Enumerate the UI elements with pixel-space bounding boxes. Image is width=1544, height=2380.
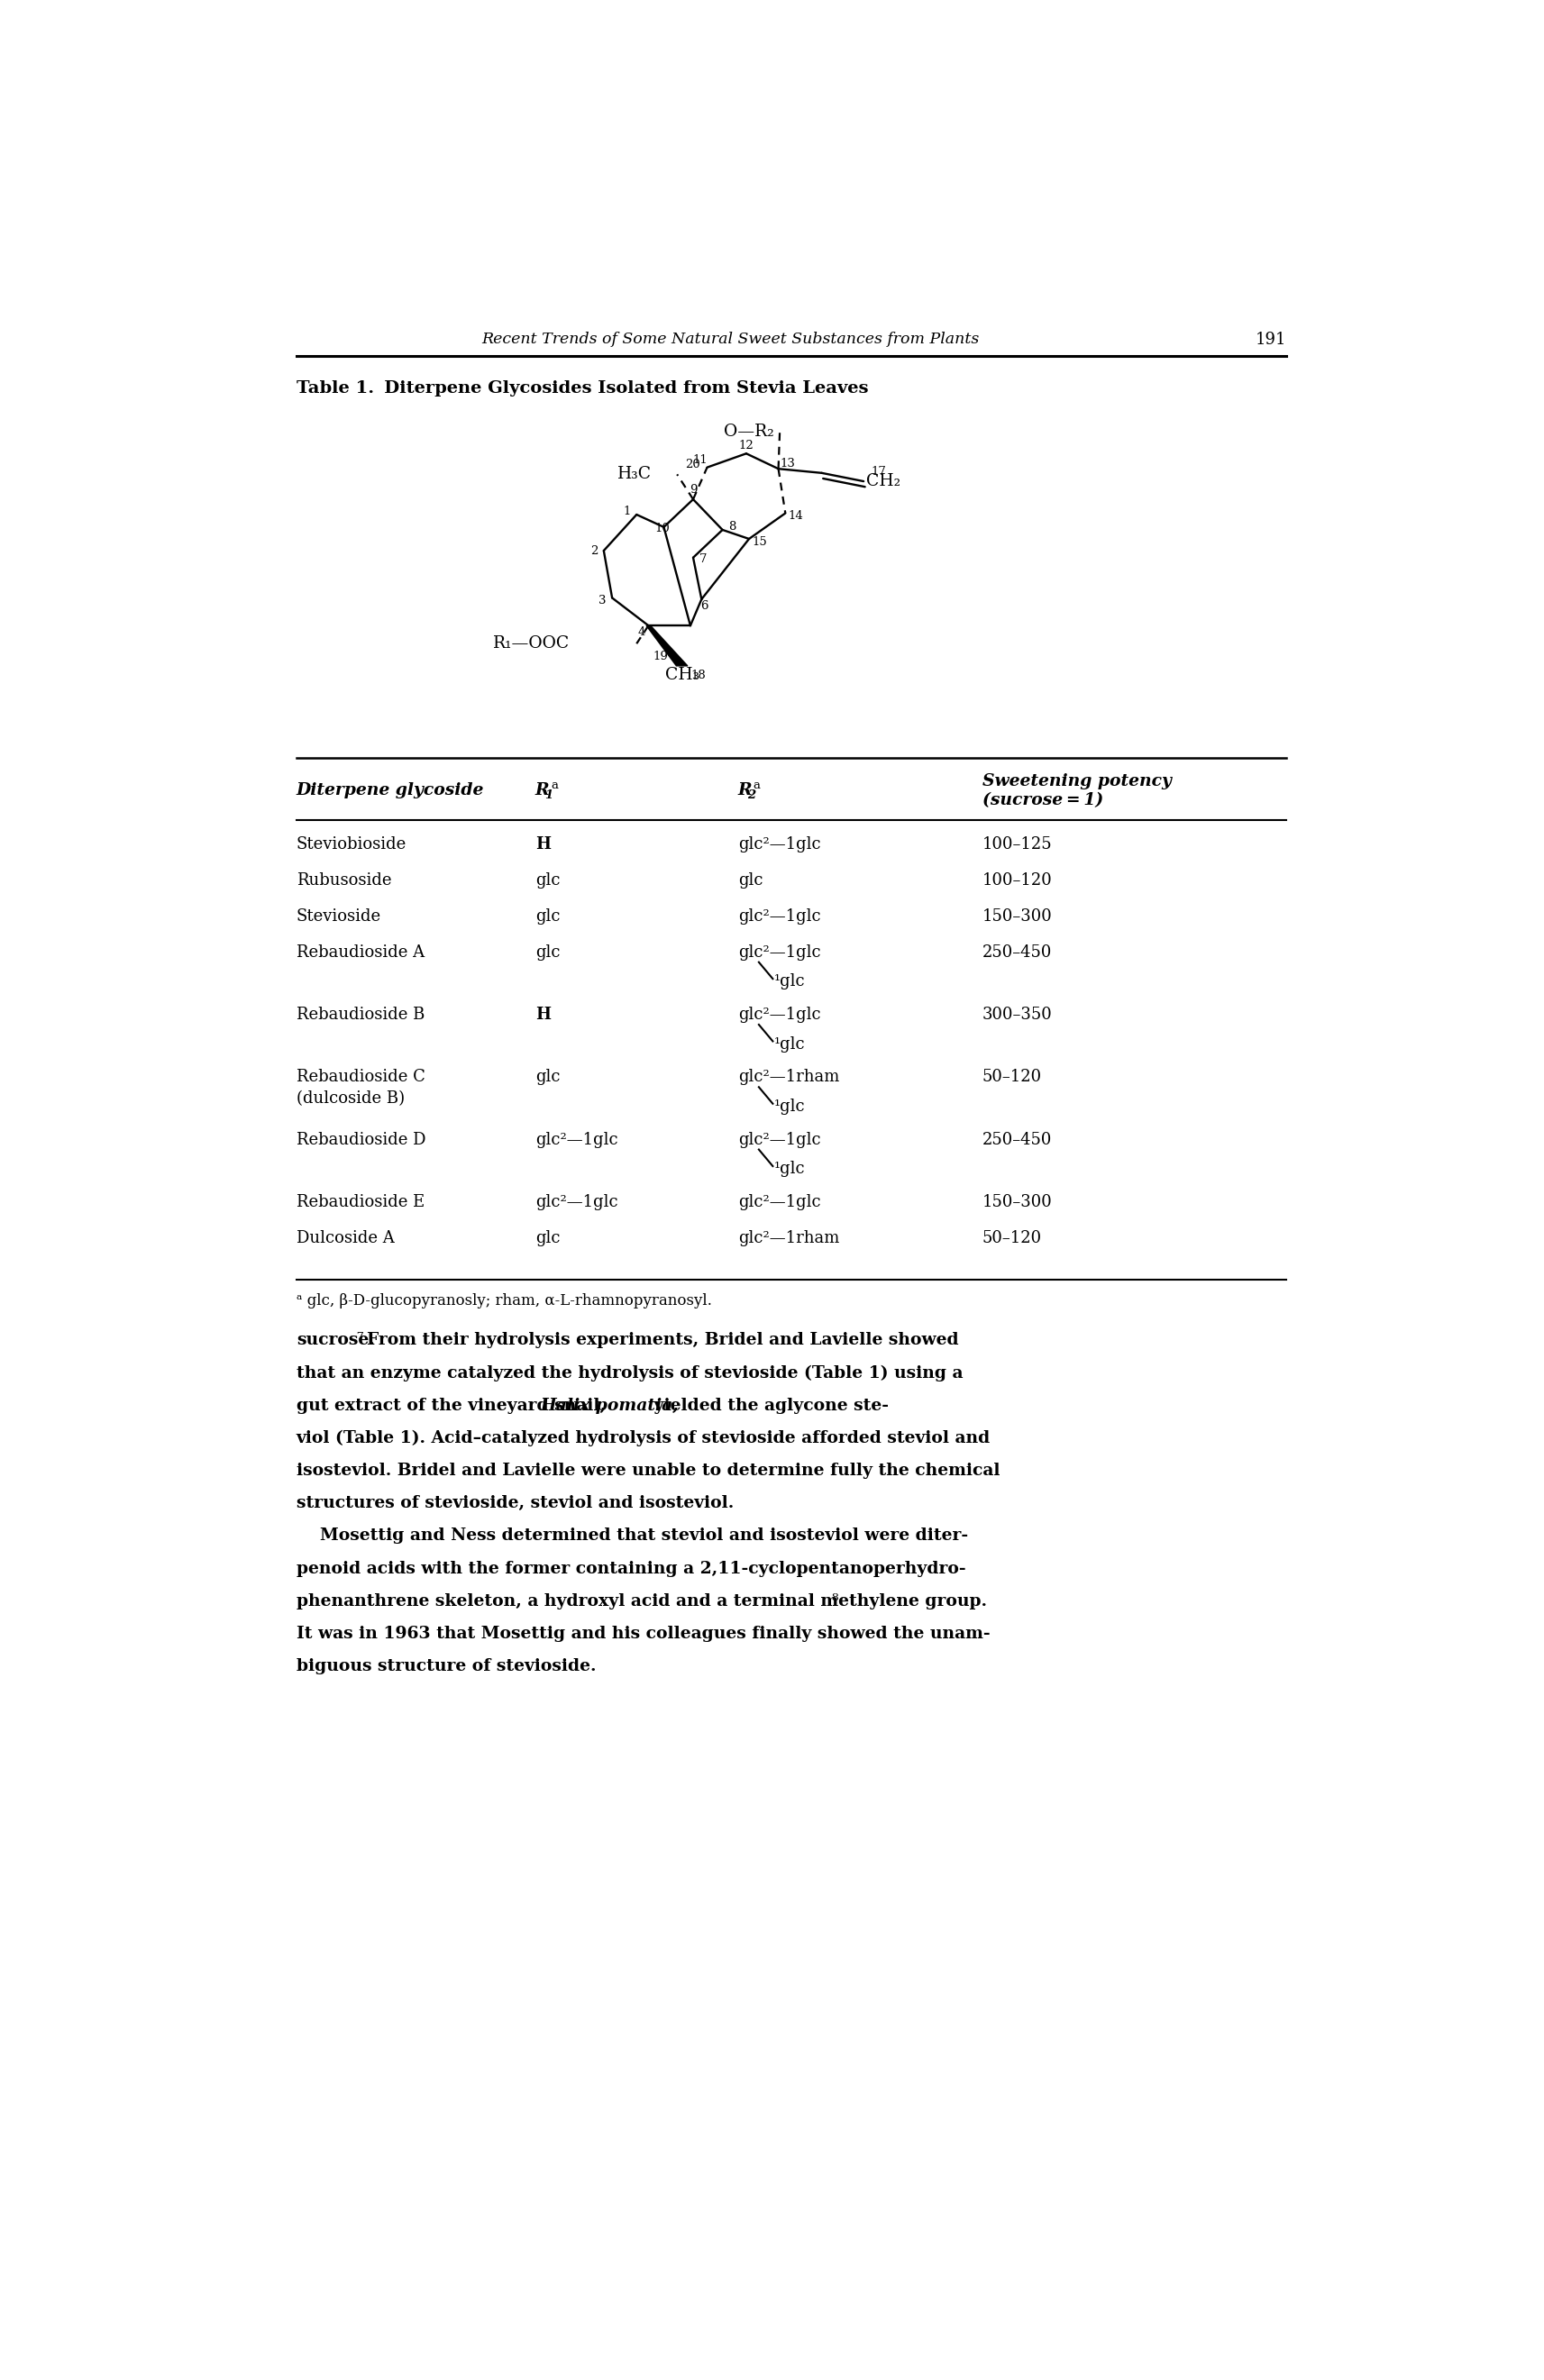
Text: 150–300: 150–300 xyxy=(982,909,1053,923)
Text: biguous structure of stevioside.: biguous structure of stevioside. xyxy=(296,1659,596,1676)
Text: 7: 7 xyxy=(699,552,707,564)
Text: CH₃: CH₃ xyxy=(665,666,699,683)
Text: glc²—1glc: glc²—1glc xyxy=(738,835,820,852)
Text: (sucrose = 1): (sucrose = 1) xyxy=(982,793,1104,809)
Text: (dulcoside B): (dulcoside B) xyxy=(296,1090,405,1107)
Text: 10: 10 xyxy=(655,524,670,536)
Text: glc: glc xyxy=(738,871,763,888)
Text: R₁—OOC: R₁—OOC xyxy=(494,635,570,652)
Text: H: H xyxy=(536,1007,551,1023)
Text: 17: 17 xyxy=(871,466,886,478)
Text: ⁷: ⁷ xyxy=(357,1333,369,1349)
Text: 100–120: 100–120 xyxy=(982,871,1053,888)
Text: structures of stevioside, steviol and isosteviol.: structures of stevioside, steviol and is… xyxy=(296,1495,733,1511)
Text: 1: 1 xyxy=(545,790,553,800)
Text: 4: 4 xyxy=(638,626,645,638)
Text: a: a xyxy=(753,778,761,790)
Text: Rebaudioside C: Rebaudioside C xyxy=(296,1069,425,1085)
Text: ᵃ glc, β-D-glucopyranosly; rham, α-L-rhamnopyranosyl.: ᵃ glc, β-D-glucopyranosly; rham, α-L-rha… xyxy=(296,1292,712,1309)
Text: 1: 1 xyxy=(624,507,630,519)
Text: 250–450: 250–450 xyxy=(982,1130,1051,1147)
Text: 100–125: 100–125 xyxy=(982,835,1053,852)
Text: CH₂: CH₂ xyxy=(866,474,900,490)
Text: ¹glc: ¹glc xyxy=(774,1100,806,1114)
Text: 20: 20 xyxy=(686,459,699,471)
Text: yielded the aglycone ste-: yielded the aglycone ste- xyxy=(648,1397,889,1414)
Text: glc: glc xyxy=(536,1069,560,1085)
Text: ¹glc: ¹glc xyxy=(774,1161,806,1178)
Text: 150–300: 150–300 xyxy=(982,1195,1053,1211)
Text: 250–450: 250–450 xyxy=(982,945,1051,962)
Text: 2: 2 xyxy=(747,790,755,800)
Text: 300–350: 300–350 xyxy=(982,1007,1053,1023)
Text: Steviobioside: Steviobioside xyxy=(296,835,406,852)
Text: Recent Trends of Some Natural Sweet Substances from Plants: Recent Trends of Some Natural Sweet Subs… xyxy=(482,333,980,347)
Text: 50–120: 50–120 xyxy=(982,1230,1042,1247)
Text: Rubusoside: Rubusoside xyxy=(296,871,392,888)
Text: 8: 8 xyxy=(729,521,736,533)
Text: Rebaudioside E: Rebaudioside E xyxy=(296,1195,425,1211)
Text: It was in 1963 that Mosettig and his colleagues finally showed the unam-: It was in 1963 that Mosettig and his col… xyxy=(296,1626,990,1642)
Text: Halix pomatia,: Halix pomatia, xyxy=(540,1397,679,1414)
Text: Sweetening potency: Sweetening potency xyxy=(982,774,1172,790)
Text: glc²—1rham: glc²—1rham xyxy=(738,1069,838,1085)
Text: phenanthrene skeleton, a hydroxyl acid and a terminal methylene group.: phenanthrene skeleton, a hydroxyl acid a… xyxy=(296,1592,987,1609)
Text: 12: 12 xyxy=(738,440,753,452)
Text: From their hydrolysis experiments, Bridel and Lavielle showed: From their hydrolysis experiments, Bride… xyxy=(366,1333,959,1349)
Text: 9: 9 xyxy=(689,483,696,495)
Text: R: R xyxy=(536,783,550,800)
Text: O—R₂: O—R₂ xyxy=(724,424,774,440)
Text: glc: glc xyxy=(536,909,560,923)
Text: R: R xyxy=(738,783,752,800)
Text: Diterpene glycoside: Diterpene glycoside xyxy=(296,783,485,800)
Text: Rebaudioside D: Rebaudioside D xyxy=(296,1130,426,1147)
Text: glc: glc xyxy=(536,945,560,962)
Text: 3: 3 xyxy=(599,595,607,607)
Text: 50–120: 50–120 xyxy=(982,1069,1042,1085)
Text: 191: 191 xyxy=(1255,331,1286,347)
Text: Diterpene Glycosides Isolated from Stevia Leaves: Diterpene Glycosides Isolated from Stevi… xyxy=(366,381,869,397)
Text: penoid acids with the former containing a 2,11-cyclopentanoperhydro-: penoid acids with the former containing … xyxy=(296,1561,965,1576)
Text: a: a xyxy=(551,778,557,790)
Text: 15: 15 xyxy=(752,536,767,547)
Text: glc²—1glc: glc²—1glc xyxy=(536,1130,618,1147)
Text: glc²—1glc: glc²—1glc xyxy=(536,1195,618,1211)
Text: 19: 19 xyxy=(653,650,669,662)
Text: isosteviol. Bridel and Lavielle were unable to determine fully the chemical: isosteviol. Bridel and Lavielle were una… xyxy=(296,1464,1001,1478)
Text: sucrose.: sucrose. xyxy=(296,1333,375,1349)
Text: glc²—1glc: glc²—1glc xyxy=(738,1130,820,1147)
Text: ¹glc: ¹glc xyxy=(774,1035,806,1052)
Text: ⁸: ⁸ xyxy=(832,1592,838,1609)
Text: Stevioside: Stevioside xyxy=(296,909,381,923)
Text: 14: 14 xyxy=(789,509,803,521)
Text: Mosettig and Ness determined that steviol and isosteviol were diter-: Mosettig and Ness determined that stevio… xyxy=(296,1528,968,1545)
Text: 18: 18 xyxy=(692,669,706,681)
Text: glc²—1glc: glc²—1glc xyxy=(738,1195,820,1211)
Text: that an enzyme catalyzed the hydrolysis of stevioside (Table 1) using a: that an enzyme catalyzed the hydrolysis … xyxy=(296,1364,963,1380)
Text: 6: 6 xyxy=(701,600,709,612)
Polygon shape xyxy=(647,626,687,666)
Text: glc: glc xyxy=(536,871,560,888)
Text: ¹glc: ¹glc xyxy=(774,973,806,990)
Text: glc²—1rham: glc²—1rham xyxy=(738,1230,838,1247)
Text: 11: 11 xyxy=(693,455,707,466)
Text: gut extract of the vineyard snail,: gut extract of the vineyard snail, xyxy=(296,1397,611,1414)
Text: Table 1.: Table 1. xyxy=(296,381,374,397)
Text: viol (Table 1). Acid–catalyzed hydrolysis of stevioside afforded steviol and: viol (Table 1). Acid–catalyzed hydrolysi… xyxy=(296,1430,991,1447)
Text: Rebaudioside B: Rebaudioside B xyxy=(296,1007,425,1023)
Text: 13: 13 xyxy=(780,457,795,469)
Text: glc²—1glc: glc²—1glc xyxy=(738,909,820,923)
Text: Rebaudioside A: Rebaudioside A xyxy=(296,945,425,962)
Text: H: H xyxy=(536,835,551,852)
Text: Dulcoside A: Dulcoside A xyxy=(296,1230,394,1247)
Text: glc²—1glc: glc²—1glc xyxy=(738,945,820,962)
Text: H₃C: H₃C xyxy=(618,466,652,483)
Text: 2: 2 xyxy=(590,545,598,557)
Text: glc: glc xyxy=(536,1230,560,1247)
Text: glc²—1glc: glc²—1glc xyxy=(738,1007,820,1023)
